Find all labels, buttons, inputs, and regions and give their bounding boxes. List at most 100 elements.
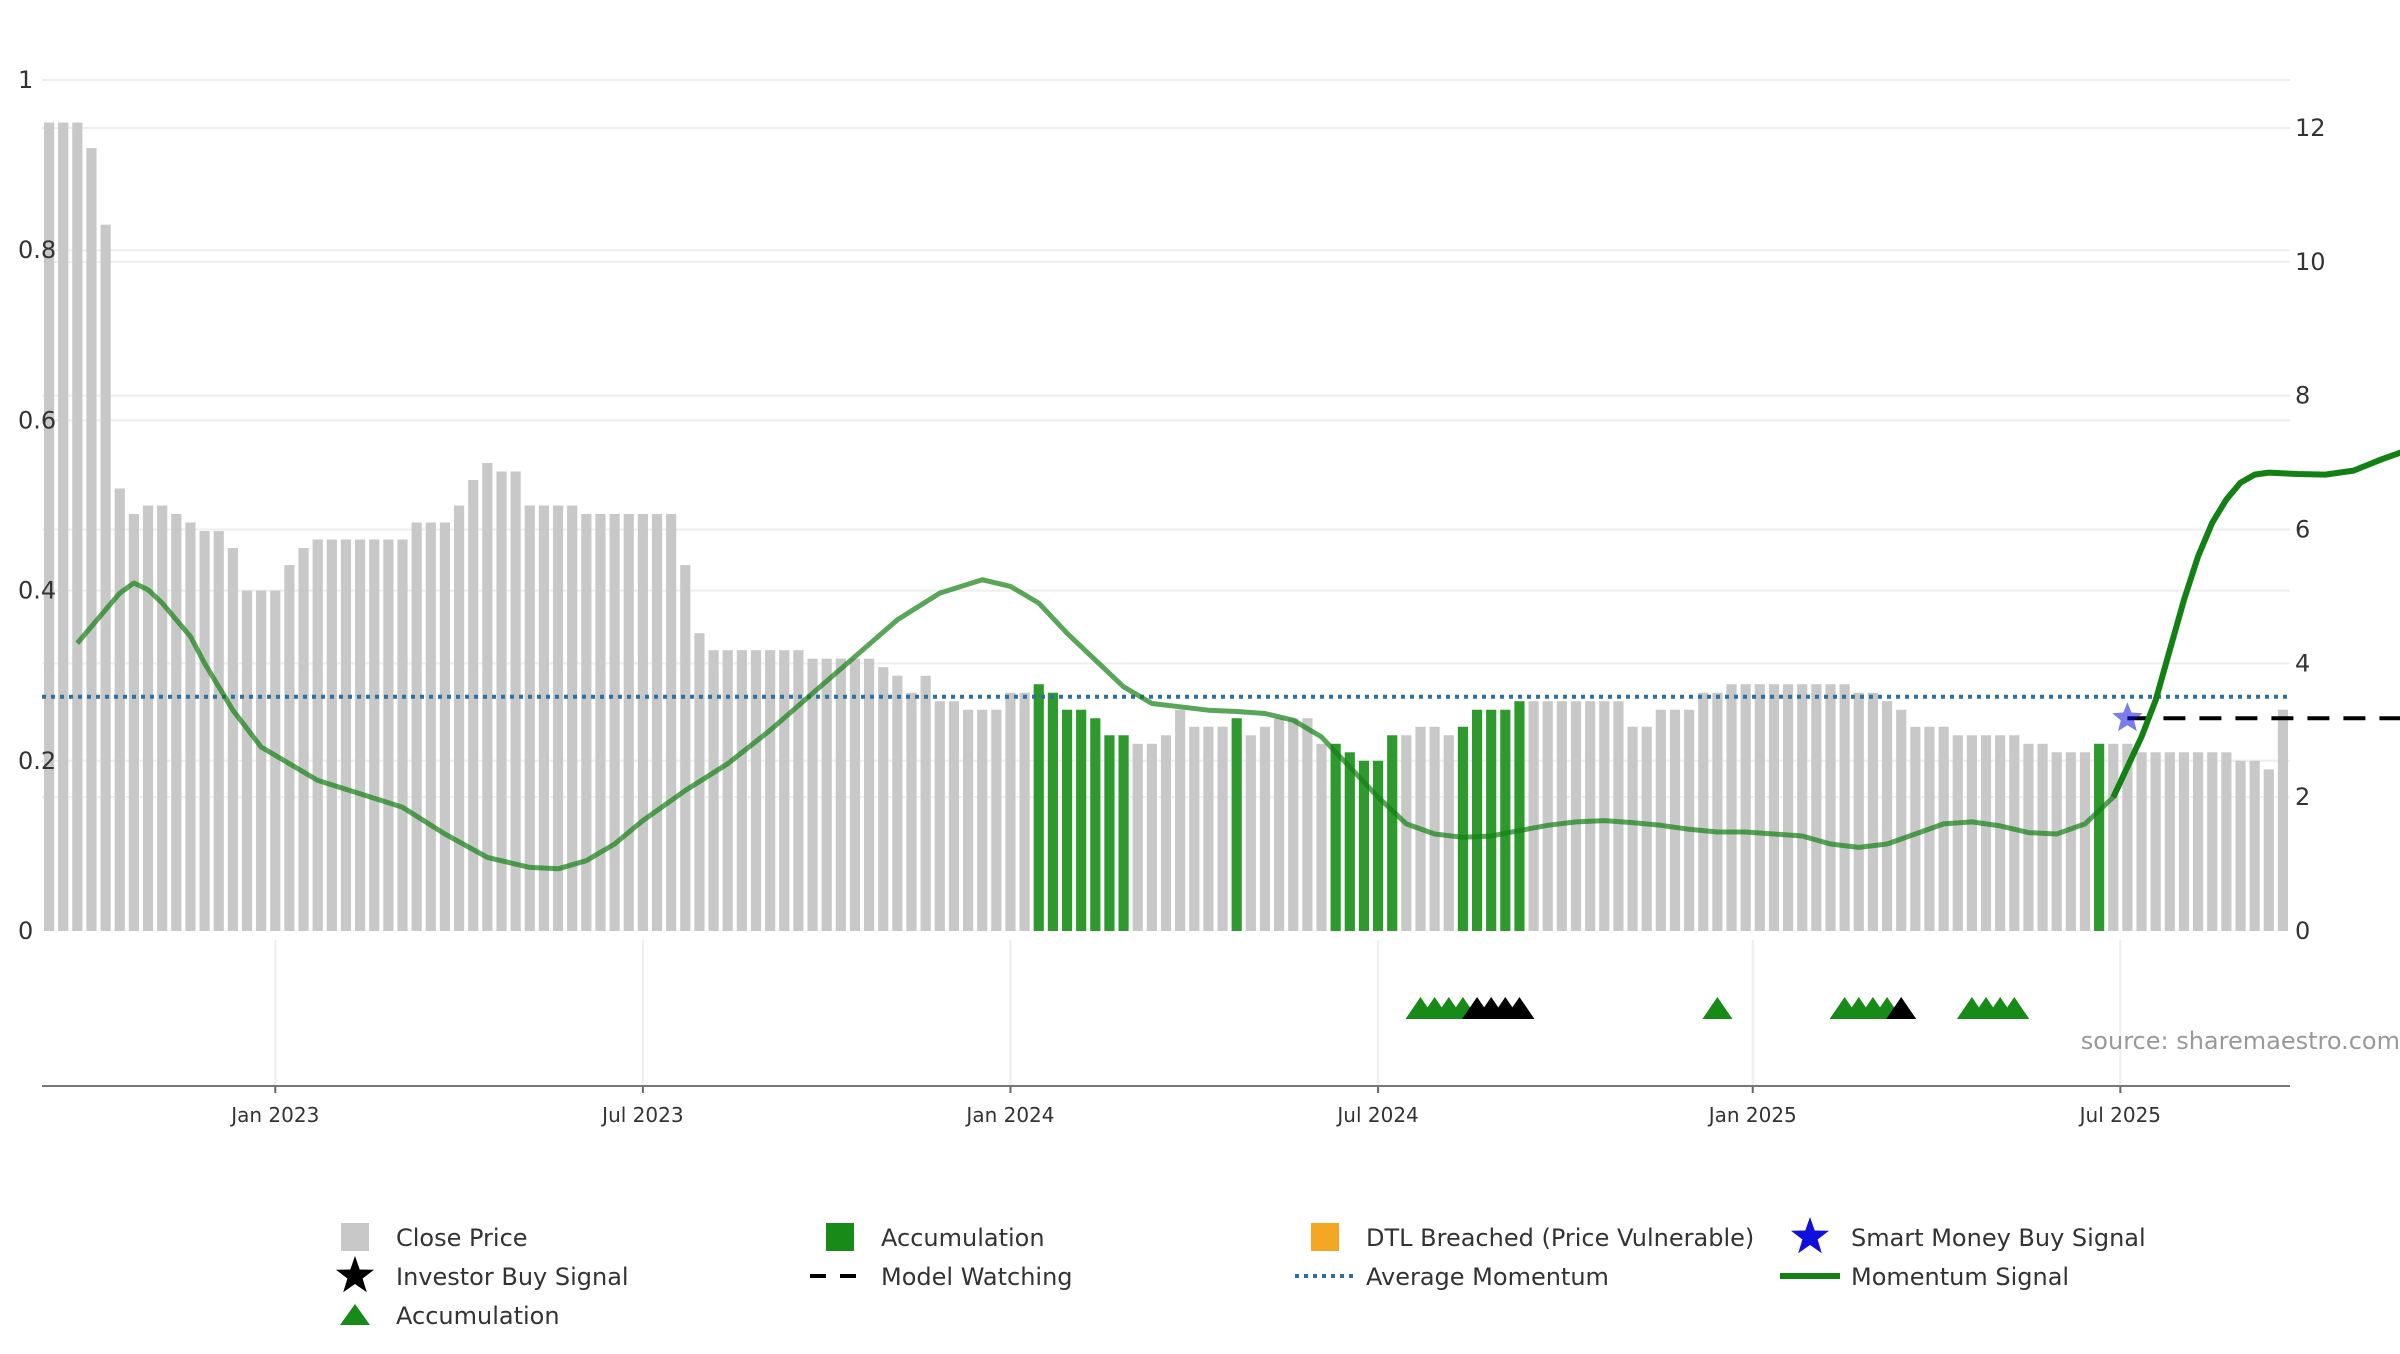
close-price-bar	[100, 224, 111, 932]
close-price-bar	[807, 658, 818, 931]
close-price-bar	[72, 122, 83, 932]
close-price-bar	[1782, 684, 1794, 931]
close-price-bar	[1613, 701, 1624, 931]
accumulation-bar	[1344, 752, 1355, 931]
legend-label: Close Price	[396, 1224, 528, 1252]
accumulation-bar	[1231, 718, 1242, 931]
right-tick-label: 2	[2295, 783, 2310, 811]
close-price-bar	[213, 531, 224, 931]
close-price-bar	[538, 505, 550, 931]
legend-item-model: Model Watching	[810, 1263, 1073, 1291]
close-price-bar	[453, 505, 465, 931]
close-price-bar	[496, 471, 507, 931]
close-price-bar	[962, 709, 974, 931]
close-price-bar	[948, 701, 960, 931]
close-price-bar	[2221, 752, 2232, 931]
close-price-bar	[623, 514, 634, 931]
close-price-bar	[2207, 752, 2218, 931]
close-price-bar	[2178, 752, 2190, 931]
close-price-bar	[1585, 701, 1596, 931]
right-tick-label: 12	[2295, 114, 2326, 142]
close-price-bar	[1896, 709, 1907, 931]
close-price-bar	[609, 514, 620, 931]
close-price-bar	[2051, 752, 2062, 931]
close-price-bar	[524, 505, 535, 931]
close-price-bar	[2079, 752, 2091, 931]
close-price-bar	[595, 514, 606, 931]
close-price-bar	[849, 658, 861, 931]
legend-item-momentum: Momentum Signal	[1780, 1263, 2069, 1291]
close-price-bar	[1146, 743, 1157, 931]
left-tick-label: 0.2	[18, 747, 56, 775]
close-price-bar	[2009, 735, 2020, 931]
close-price-bar	[1768, 684, 1780, 931]
close-price-bar	[439, 522, 451, 931]
investor-buy-marker	[1504, 997, 1535, 1019]
close-price-bar	[1740, 684, 1751, 931]
close-price-bar	[1811, 684, 1822, 931]
close-price-bar	[86, 148, 97, 931]
accumulation-bar	[1061, 709, 1073, 931]
x-tick-label: Jul 2024	[1335, 1103, 1418, 1127]
legend-label: Momentum Signal	[1851, 1263, 2069, 1291]
legend-label: Model Watching	[881, 1263, 1073, 1291]
investor-star-icon	[336, 1256, 374, 1293]
close-price-bar	[1316, 743, 1327, 931]
accumulation-triangle-icon	[340, 1304, 370, 1325]
close-price-bar	[298, 548, 309, 931]
close-price-bar	[920, 675, 931, 931]
close-price-bar	[157, 505, 168, 931]
close-price-bar	[1401, 735, 1412, 931]
close-price-bar	[312, 539, 323, 931]
close-price-bar	[637, 514, 648, 931]
close-price-bar	[934, 701, 945, 931]
close-price-bar	[1966, 735, 1977, 931]
close-price-bar	[651, 514, 663, 931]
close-price-bar	[821, 658, 832, 931]
close-price-bar	[1684, 709, 1695, 931]
x-tick-label: Jul 2023	[600, 1103, 683, 1127]
accumulation-bar	[1358, 760, 1370, 931]
close-price-bar	[1797, 684, 1808, 931]
close-price-bar	[1910, 726, 1921, 931]
close-price-bar	[1995, 735, 2006, 931]
close-price-bar	[1528, 701, 1539, 931]
close-price-bar	[779, 650, 790, 931]
close-price-bar	[1839, 684, 1850, 931]
close-price-bar	[765, 650, 776, 931]
close-price-bar	[2023, 743, 2034, 931]
x-tick-label: Jan 2025	[1707, 1103, 1797, 1127]
close-price-bar	[1599, 701, 1610, 931]
close-price-bar	[1938, 726, 1949, 931]
close-price-bar	[2065, 752, 2076, 931]
close-price-bar	[750, 650, 762, 931]
x-tick-label: Jan 2024	[964, 1103, 1054, 1127]
close-price-bar	[383, 539, 394, 931]
right-tick-label: 0	[2295, 917, 2310, 945]
legend-label: Average Momentum	[1366, 1263, 1609, 1291]
legend-item-investor: Investor Buy Signal	[336, 1256, 629, 1293]
close-price-bar	[1867, 692, 1879, 931]
accumulation-bar	[1457, 726, 1468, 931]
close-price-bar	[2108, 743, 2119, 931]
close-price-bar	[722, 650, 733, 931]
close-price-bar	[1245, 735, 1256, 931]
left-tick-label: 0.4	[18, 577, 56, 605]
x-tick-label: Jan 2023	[229, 1103, 319, 1127]
close-price-bar	[1274, 718, 1285, 931]
accumulation-swatch	[826, 1223, 854, 1251]
close-price-bar	[567, 505, 578, 931]
signal-lines	[42, 449, 2400, 872]
close-price-bar	[58, 122, 69, 932]
close-price-bar	[227, 548, 238, 931]
accumulation-bar	[1372, 760, 1384, 931]
close-price-bar	[864, 658, 875, 931]
close-price-bar	[1203, 726, 1214, 931]
accumulation-bar	[1500, 709, 1511, 931]
accumulation-bar	[1514, 701, 1525, 931]
close-price-bar	[2150, 752, 2161, 931]
right-tick-label: 4	[2295, 649, 2310, 677]
legend-item-dtl: DTL Breached (Price Vulnerable)	[1311, 1223, 1754, 1252]
left-tick-label: 1	[18, 66, 33, 94]
close-price-bar	[326, 539, 337, 931]
